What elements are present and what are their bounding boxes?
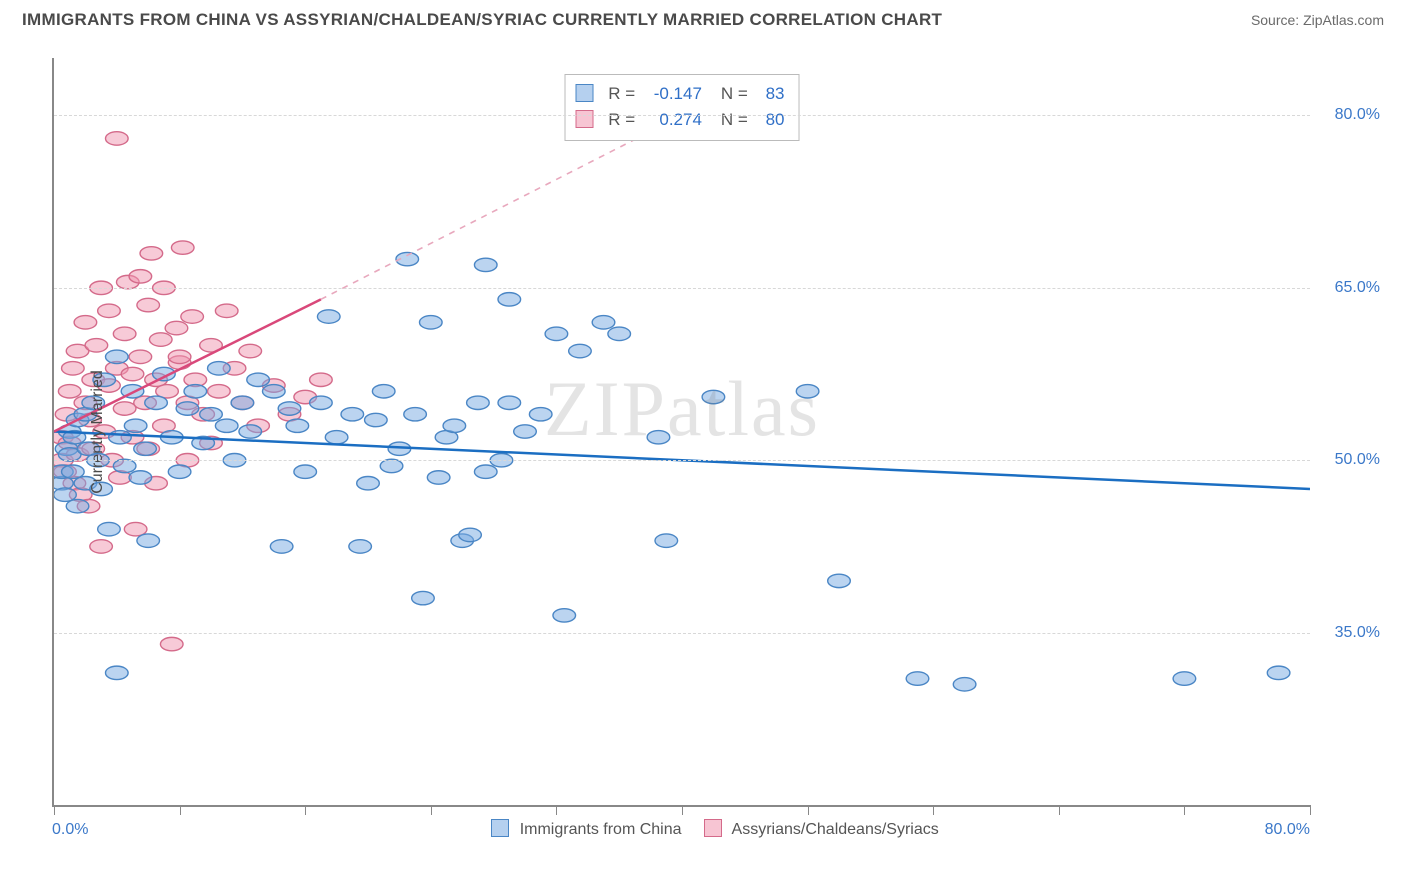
y-tick-label: 65.0% xyxy=(1335,279,1380,297)
gridline xyxy=(54,633,1310,634)
r-label: R = xyxy=(608,84,635,103)
x-tick xyxy=(54,805,55,815)
data-svg xyxy=(54,58,1310,805)
x-tick xyxy=(305,805,306,815)
n-value-blue: 83 xyxy=(752,81,784,107)
gridline xyxy=(54,115,1310,116)
swatch-pink-icon xyxy=(576,110,594,128)
source-label: Source: ZipAtlas.com xyxy=(1251,12,1384,28)
correlation-legend: R = -0.147 N = 83 R = 0.274 N = 80 xyxy=(565,74,800,141)
chart-area: ZIPatlas R = -0.147 N = 83 R = 0.274 N =… xyxy=(22,44,1390,837)
swatch-blue-icon xyxy=(491,819,509,837)
y-tick-label: 35.0% xyxy=(1335,624,1380,642)
x-tick xyxy=(180,805,181,815)
y-axis-title: Currently Married xyxy=(89,370,107,494)
y-tick-label: 50.0% xyxy=(1335,451,1380,469)
x-tick xyxy=(1310,805,1311,815)
r-label: R = xyxy=(608,110,635,129)
x-tick xyxy=(1184,805,1185,815)
swatch-blue-icon xyxy=(576,84,594,102)
gridline xyxy=(54,288,1310,289)
plot-region: ZIPatlas R = -0.147 N = 83 R = 0.274 N =… xyxy=(52,58,1310,807)
legend-row-pink: R = 0.274 N = 80 xyxy=(576,107,785,133)
chart-title: IMMIGRANTS FROM CHINA VS ASSYRIAN/CHALDE… xyxy=(22,10,942,30)
swatch-pink-icon xyxy=(704,819,722,837)
x-tick xyxy=(682,805,683,815)
n-label: N = xyxy=(721,84,748,103)
series-label-blue: Immigrants from China xyxy=(520,821,682,838)
x-tick xyxy=(808,805,809,815)
n-value-pink: 80 xyxy=(752,107,784,133)
x-tick xyxy=(1059,805,1060,815)
series-legend: Immigrants from China Assyrians/Chaldean… xyxy=(22,819,1390,839)
legend-row-blue: R = -0.147 N = 83 xyxy=(576,81,785,107)
x-tick xyxy=(933,805,934,815)
y-tick-label: 80.0% xyxy=(1335,106,1380,124)
gridline xyxy=(54,460,1310,461)
series-label-pink: Assyrians/Chaldeans/Syriacs xyxy=(732,821,939,838)
x-tick xyxy=(431,805,432,815)
x-tick xyxy=(556,805,557,815)
r-value-blue: -0.147 xyxy=(640,81,702,107)
r-value-pink: 0.274 xyxy=(640,107,702,133)
n-label: N = xyxy=(721,110,748,129)
